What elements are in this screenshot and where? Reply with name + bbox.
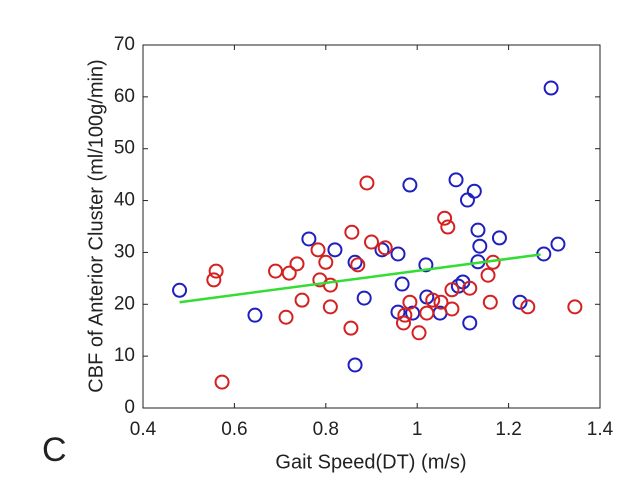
y-tick-label: 70 [114,34,135,55]
data-point [433,294,449,310]
data-point [472,238,488,254]
y-tick-label: 60 [114,86,135,107]
data-point [462,280,478,296]
data-point [359,175,375,191]
data-point [470,222,486,238]
x-tick-label: 1.4 [587,419,614,440]
data-point [310,242,326,258]
data-point [491,230,507,246]
data-point [459,192,475,208]
data-point [322,299,338,315]
data-point [374,242,390,258]
y-tick-label: 0 [124,397,135,418]
plot-frame [142,44,601,409]
x-tick-label: 0.6 [221,419,247,440]
data-point [322,277,338,293]
x-axis-label: Gait Speed(DT) (m/s) [275,451,466,473]
data-point [206,272,222,288]
panel-label: C [42,431,67,469]
data-point [278,309,294,325]
data-point [356,290,372,306]
data-point [567,299,583,315]
y-tick-label: 30 [114,241,135,262]
x-tick-label: 0.4 [130,419,157,440]
data-point [281,265,297,281]
data-point [402,177,418,193]
data-point [520,299,536,315]
data-point [444,282,460,298]
data-point [448,172,464,188]
data-point [405,305,421,321]
x-tick-label: 0.8 [313,419,339,440]
data-point [301,231,317,247]
data-point [268,263,284,279]
y-tick-label: 10 [114,345,135,366]
data-point [466,183,482,199]
data-point [462,315,478,331]
data-point [344,224,360,240]
data-point [550,236,566,252]
data-point [482,294,498,310]
data-point [397,307,413,323]
data-point [444,301,460,317]
data-point [327,242,343,258]
data-point [411,325,427,341]
data-point [402,294,418,310]
y-tick-label: 50 [114,138,135,159]
data-point [512,294,528,310]
data-point [419,305,435,321]
data-point [364,234,379,250]
data-point [294,292,310,308]
data-point [418,257,434,273]
x-tick-label: 1 [412,419,423,440]
data-point [208,263,224,279]
data-point [395,315,411,331]
data-point [390,246,406,262]
y-tick-label: 40 [114,190,135,211]
data-point [480,267,496,283]
data-point [394,276,410,292]
data-point [440,219,456,235]
y-axis-label: CBF of Anterior Cluster (ml/100g/min) [85,59,107,392]
data-point [347,254,363,270]
data-point [289,256,305,272]
y-tick-label: 20 [114,293,135,314]
data-point [377,240,393,256]
data-point [172,282,188,298]
data-point [318,254,334,270]
data-point [343,320,359,336]
data-point [437,210,453,226]
data-point [214,374,230,390]
x-tick-label: 1.2 [495,419,521,440]
data-point [543,80,559,96]
data-point [247,307,263,323]
data-point [425,292,441,308]
data-point [347,357,363,373]
fit-line [179,253,541,304]
data-point [350,257,366,273]
